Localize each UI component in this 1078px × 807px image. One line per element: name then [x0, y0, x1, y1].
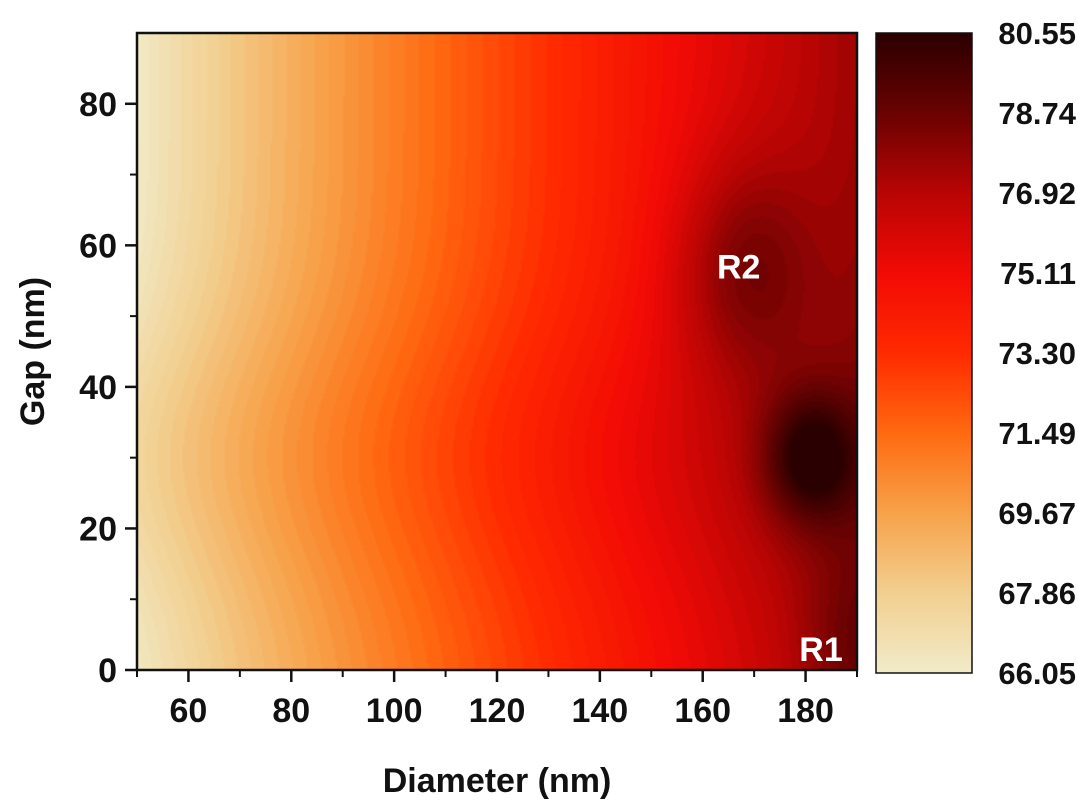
x-tick-label: 180 [777, 692, 834, 730]
colorbar-tick-label: 76.92 [998, 176, 1076, 211]
heatmap-surface [137, 33, 857, 670]
x-tick-label: 140 [571, 692, 628, 730]
colorbar-tick-label: 66.05 [998, 656, 1076, 691]
plot-area [135, 31, 859, 672]
y-tick-label: 80 [79, 86, 117, 124]
x-tick-label: 60 [170, 692, 208, 730]
x-tick-label: 100 [366, 692, 423, 730]
colorbar-tick-label: 75.11 [1000, 256, 1076, 291]
x-axis: 60 80 100 120 140 160 180 [136, 670, 858, 730]
y-tick-label: 40 [79, 369, 117, 407]
colorbar-tick-label: 69.67 [998, 496, 1076, 531]
x-tick-label: 80 [272, 692, 310, 730]
annotation-r1: R1 [799, 631, 842, 669]
colorbar-scale [875, 32, 973, 674]
colorbar-tick-label: 80.55 [998, 16, 1076, 51]
colorbar-tick-label: 78.74 [998, 96, 1076, 131]
y-tick-label: 20 [79, 510, 117, 548]
annotation-r2: R2 [717, 249, 760, 287]
y-axis: 0 20 40 60 80 [79, 86, 137, 690]
x-axis-title: Diameter (nm) [383, 762, 612, 800]
colorbar-tick-label: 67.86 [998, 576, 1076, 611]
colorbar-tick-label: 71.49 [998, 416, 1076, 451]
y-tick-label: 0 [98, 652, 117, 690]
y-axis-title: Gap (nm) [14, 277, 52, 426]
colorbar: 80.55 78.74 76.92 75.11 73.30 71.49 69.67 67.86… [875, 16, 1077, 691]
colorbar-ticks: 80.55 78.74 76.92 75.11 73.30 71.49 69.67 67.86… [998, 16, 1076, 691]
x-tick-label: 120 [469, 692, 526, 730]
x-tick-label: 160 [674, 692, 731, 730]
annotations: R2 R1 [717, 249, 843, 669]
colorbar-tick-label: 73.30 [998, 336, 1076, 371]
y-tick-label: 60 [79, 227, 117, 265]
